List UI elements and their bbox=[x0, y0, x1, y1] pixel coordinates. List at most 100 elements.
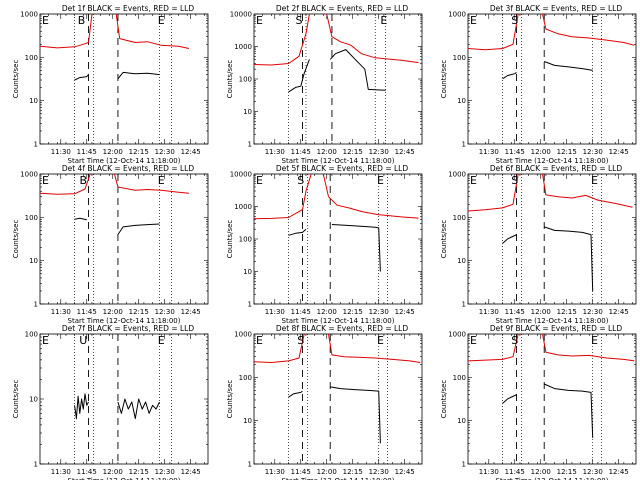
x-tick-label: 12:00 bbox=[531, 308, 551, 316]
plot-area bbox=[468, 334, 635, 464]
x-tick-label: 11:30 bbox=[51, 148, 71, 156]
phase-marker-label: S bbox=[511, 14, 518, 27]
plot-frame bbox=[39, 13, 209, 145]
panel-title: Det 6f BLACK = Events, RED = LLD bbox=[490, 164, 623, 173]
y-axis-label: Counts/sec bbox=[226, 380, 234, 419]
phase-marker-label: E bbox=[377, 334, 384, 347]
x-tick-label: 12:45 bbox=[609, 308, 629, 316]
x-tick-label: 12:00 bbox=[531, 148, 551, 156]
phase-marker-label: E bbox=[470, 14, 477, 27]
y-tick-label: 1 bbox=[248, 461, 252, 469]
x-tick-label: 12:15 bbox=[557, 468, 577, 476]
y-tick-label: 1000 bbox=[234, 43, 252, 51]
plot-frame bbox=[39, 173, 209, 305]
lld-series-line bbox=[115, 14, 190, 49]
detector-panel: Det 9f BLACK = Events, RED = LLD 1 10 100 10… bbox=[440, 324, 637, 485]
events-series-line bbox=[74, 393, 89, 420]
events-series-line bbox=[288, 390, 303, 398]
phase-marker-label: E bbox=[470, 334, 477, 347]
y-axis-label: Counts/sec bbox=[12, 60, 20, 99]
y-tick-label: 1 bbox=[462, 301, 466, 309]
x-axis-label: Start Time (12-Oct-14 11:18:00) bbox=[282, 317, 395, 325]
y-tick-label: 1000 bbox=[20, 171, 38, 179]
x-tick-label: 12:15 bbox=[557, 148, 577, 156]
x-tick-label: 12:15 bbox=[129, 468, 149, 476]
x-tick-label: 11:30 bbox=[265, 308, 285, 316]
y-tick-label: 10000 bbox=[230, 11, 252, 19]
x-tick-label: 12:30 bbox=[369, 308, 389, 316]
phase-marker-label: E bbox=[591, 14, 598, 27]
plot-area bbox=[468, 174, 633, 304]
events-series-line bbox=[331, 224, 381, 272]
panel-title: Det 1f BLACK = Events, RED = LLD bbox=[62, 4, 195, 13]
x-tick-label: 12:00 bbox=[103, 468, 123, 476]
phase-marker-label: S bbox=[511, 174, 518, 187]
phase-marker-label: B bbox=[78, 14, 86, 27]
x-tick-label: 12:15 bbox=[343, 308, 363, 316]
x-tick-label: 12:00 bbox=[317, 148, 337, 156]
y-axis-label: Counts/sec bbox=[440, 220, 448, 259]
x-tick-label: 11:45 bbox=[505, 148, 525, 156]
x-tick-label: 12:45 bbox=[181, 308, 201, 316]
lld-series-line bbox=[542, 174, 633, 208]
y-tick-label: 10 bbox=[457, 97, 466, 105]
y-tick-label: 100 bbox=[25, 54, 38, 62]
x-axis-label: Start Time (12-Oct-14 11:18:00) bbox=[68, 317, 181, 325]
phase-marker-label: E bbox=[256, 334, 263, 347]
x-tick-label: 11:30 bbox=[479, 468, 499, 476]
x-tick-label: 11:45 bbox=[291, 308, 311, 316]
plot-area bbox=[468, 14, 635, 144]
phase-marker-label: E bbox=[256, 174, 263, 187]
y-axis-label: Counts/sec bbox=[12, 220, 20, 259]
x-tick-label: 11:30 bbox=[51, 468, 71, 476]
phase-marker-label: U bbox=[79, 334, 87, 347]
y-tick-label: 1 bbox=[34, 461, 38, 469]
x-tick-label: 11:30 bbox=[265, 148, 285, 156]
phase-marker-label: E bbox=[158, 334, 165, 347]
y-tick-label: 1 bbox=[462, 141, 466, 149]
x-tick-label: 11:30 bbox=[479, 148, 499, 156]
x-tick-label: 12:45 bbox=[609, 148, 629, 156]
y-axis-label: Counts/sec bbox=[440, 60, 448, 99]
lld-series-line bbox=[114, 174, 189, 194]
detector-panel: Det 1f BLACK = Events, RED = LLD 1 10 100 10… bbox=[12, 4, 209, 165]
lld-series-line bbox=[542, 14, 635, 46]
y-tick-label: 100 bbox=[239, 76, 252, 84]
x-tick-label: 12:15 bbox=[129, 148, 149, 156]
events-series-line bbox=[288, 59, 310, 93]
y-tick-label: 1000 bbox=[448, 11, 466, 19]
phase-marker-label: E bbox=[42, 334, 49, 347]
events-series-line bbox=[117, 223, 160, 235]
x-tick-label: 12:30 bbox=[583, 468, 603, 476]
plot-frame bbox=[253, 13, 423, 145]
phase-marker-label: B bbox=[80, 174, 88, 187]
lld-series-line bbox=[326, 14, 419, 64]
x-tick-label: 12:15 bbox=[343, 148, 363, 156]
x-tick-label: 12:45 bbox=[609, 468, 629, 476]
y-tick-label: 10 bbox=[243, 268, 252, 276]
x-tick-label: 12:00 bbox=[103, 308, 123, 316]
lld-series-line bbox=[328, 334, 421, 363]
y-tick-label: 10 bbox=[243, 108, 252, 116]
y-tick-label: 100 bbox=[453, 214, 466, 222]
y-axis-label: Counts/sec bbox=[12, 380, 20, 419]
x-tick-label: 12:45 bbox=[181, 148, 201, 156]
x-tick-label: 12:30 bbox=[369, 148, 389, 156]
panel-title: Det 9f BLACK = Events, RED = LLD bbox=[490, 324, 623, 333]
plot-area bbox=[254, 334, 421, 464]
events-series-line bbox=[502, 394, 517, 404]
lld-series-line bbox=[254, 174, 312, 220]
x-axis-label: Start Time (12-Oct-14 11:18:00) bbox=[496, 157, 609, 165]
events-series-line bbox=[74, 74, 89, 81]
x-tick-label: 12:15 bbox=[343, 468, 363, 476]
y-tick-label: 10000 bbox=[230, 171, 252, 179]
detector-panel: Det 7f BLACK = Events, RED = LLD 1 10 100 Co… bbox=[12, 324, 209, 485]
x-tick-label: 12:00 bbox=[317, 468, 337, 476]
x-tick-label: 11:30 bbox=[265, 468, 285, 476]
events-series-line bbox=[330, 386, 381, 444]
y-tick-label: 100 bbox=[239, 374, 252, 382]
events-series-line bbox=[544, 61, 593, 71]
x-tick-label: 12:30 bbox=[155, 308, 175, 316]
detector-panel: Det 6f BLACK = Events, RED = LLD 1 10 100 10… bbox=[440, 164, 637, 325]
